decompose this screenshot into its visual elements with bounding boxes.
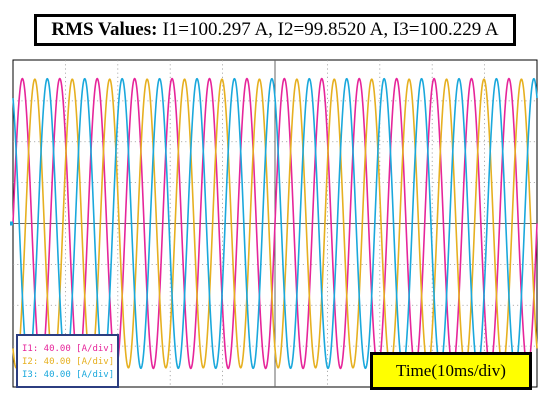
series-i2-trace — [12, 78, 538, 369]
rms-values-title: RMS Values: I1=100.297 A, I2=99.8520 A, … — [34, 14, 516, 46]
time-scale-label: Time(10ms/div) — [370, 352, 532, 390]
series-i1-trace — [12, 77, 538, 370]
legend-entry-i1: I1: 40.00 [A/div] — [22, 344, 115, 354]
title-prefix: RMS Values: — [51, 19, 158, 40]
legend-entry-i3: I3: 40.00 [A/div] — [22, 370, 115, 380]
channel-legend: I1: 40.00 [A/div] I2: 40.00 [A/div] I3: … — [16, 334, 119, 388]
channel-marker-i3 — [10, 221, 13, 226]
title-text: I1=100.297 A, I2=99.8520 A, I3=100.229 A — [162, 19, 499, 40]
legend-entry-i2: I2: 40.00 [A/div] — [22, 357, 115, 367]
